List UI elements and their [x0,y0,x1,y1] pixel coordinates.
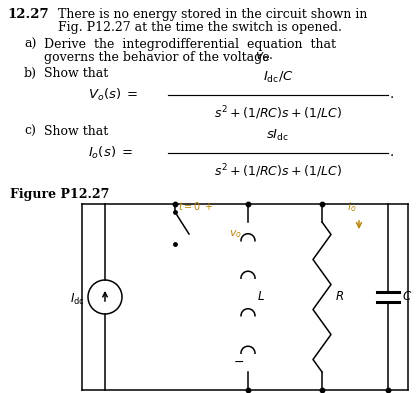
Text: $R$: $R$ [335,290,344,303]
Text: b): b) [24,67,37,80]
Text: Derive  the  integrodifferential  equation  that: Derive the integrodifferential equation … [44,38,336,51]
Text: .: . [390,88,394,101]
Text: $t=0\;+$: $t=0\;+$ [178,200,213,212]
Text: a): a) [24,38,37,51]
Text: .: . [390,147,394,160]
Text: $s^2 + (1/RC)s + (1/LC)$: $s^2 + (1/RC)s + (1/LC)$ [214,162,342,180]
Text: $V_o(s)\;=$: $V_o(s)\;=$ [88,87,138,103]
Text: $I_o(s)\;=$: $I_o(s)\;=$ [88,145,133,161]
Text: 12.27: 12.27 [7,8,49,21]
Text: $L$: $L$ [257,290,265,303]
Text: $s^2 + (1/RC)s + (1/LC)$: $s^2 + (1/RC)s + (1/LC)$ [214,104,342,121]
Text: $C$: $C$ [402,290,412,303]
Text: governs the behavior of the voltage: governs the behavior of the voltage [44,51,273,64]
Text: $I_{\rm dc}$: $I_{\rm dc}$ [70,292,85,307]
Text: $I_{\rm dc}/C$: $I_{\rm dc}/C$ [262,70,294,85]
Text: There is no energy stored in the circuit shown in: There is no energy stored in the circuit… [58,8,368,21]
Text: Show that: Show that [44,125,108,138]
Text: $i_o$: $i_o$ [346,200,356,214]
Text: Fig. P12.27 at the time the switch is opened.: Fig. P12.27 at the time the switch is op… [58,21,342,34]
Text: Figure P12.27: Figure P12.27 [10,188,109,201]
Text: $sI_{\rm dc}$: $sI_{\rm dc}$ [266,128,290,143]
Text: c): c) [24,125,36,138]
Text: $v_o$.: $v_o$. [255,51,273,64]
Text: $v_o$: $v_o$ [229,228,242,240]
Text: $-$: $-$ [233,355,244,368]
Text: Show that: Show that [44,67,108,80]
